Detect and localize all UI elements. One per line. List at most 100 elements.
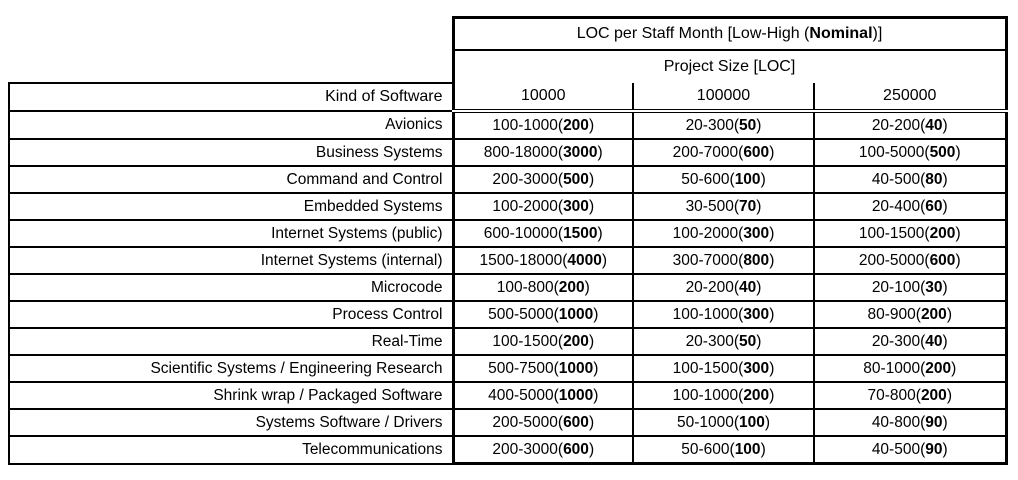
empty-corner	[9, 18, 453, 51]
close-paren: )	[756, 278, 762, 296]
empty-corner	[9, 50, 453, 83]
range-text: 80-1000(	[863, 359, 926, 377]
range-text: 400-5000(	[488, 386, 559, 404]
nominal-value: 50	[739, 332, 757, 350]
nominal-value: 1000	[558, 305, 594, 323]
title-text: LOC per Staff Month [Low-High (	[576, 25, 810, 42]
value-cell: 20-300(40)	[813, 328, 1008, 356]
value-cell: 80-1000(200)	[813, 355, 1008, 383]
nominal-value: 500	[929, 143, 956, 161]
value-cell: 50-600(100)	[632, 436, 814, 465]
table-row: Telecommunications 200-3000(600) 50-600(10…	[8, 436, 1008, 465]
range-text: 200-7000(	[672, 143, 744, 161]
close-paren: )	[942, 440, 948, 458]
close-paren: )	[955, 143, 961, 161]
nominal-value: 50	[739, 116, 757, 134]
table-row: Microcode 100-800(200) 20-200(40) 20-100(30…	[8, 274, 1008, 302]
table-row: Embedded Systems 100-2000(300) 30-500(70) 2…	[8, 193, 1008, 221]
range-text: 100-5000(	[858, 143, 930, 161]
kind-cell: Internet Systems (internal)	[8, 247, 453, 275]
nominal-value: 90	[925, 413, 943, 431]
value-cell: 100-1500(200)	[813, 220, 1008, 248]
table-title: LOC per Staff Month [Low-High (Nominal)]	[451, 16, 1008, 51]
nominal-value: 600	[563, 413, 589, 431]
value-cell: 20-200(40)	[813, 111, 1008, 140]
table-row: Shrink wrap / Packaged Software 400-5000(…	[8, 382, 1008, 410]
nominal-value: 800	[743, 251, 770, 269]
nominal-value: 300	[743, 359, 770, 377]
table-row: Process Control 500-5000(1000) 100-1000(30…	[8, 301, 1008, 329]
nominal-value: 300	[563, 197, 589, 215]
table-row: Command and Control 200-3000(500) 50-600(1…	[8, 166, 1008, 194]
range-text: 50-600(	[681, 440, 735, 458]
nominal-value: 1000	[558, 386, 594, 404]
range-text: 500-5000(	[488, 305, 559, 323]
close-paren: )	[756, 197, 762, 215]
value-cell: 50-600(100)	[632, 166, 814, 194]
nominal-value: 300	[743, 305, 770, 323]
table-row: Internet Systems (public) 600-10000(1500)…	[8, 220, 1008, 248]
value-cell: 70-800(200)	[813, 382, 1008, 410]
value-cell: 200-5000(600)	[451, 409, 633, 437]
table-row: Internet Systems (internal) 1500-18000(40…	[8, 247, 1008, 275]
range-text: 100-1000(	[672, 305, 744, 323]
kind-cell: Internet Systems (public)	[8, 220, 453, 248]
close-paren: )	[942, 197, 948, 215]
close-paren: )	[769, 386, 775, 404]
value-cell: 200-5000(600)	[813, 247, 1008, 275]
range-text: 30-500(	[685, 197, 739, 215]
close-paren: )	[955, 224, 961, 242]
close-paren: )	[756, 116, 762, 134]
range-text: 20-200(	[871, 116, 926, 134]
kind-cell: Systems Software / Drivers	[8, 409, 453, 437]
value-cell: 200-3000(600)	[451, 436, 633, 465]
nominal-value: 80	[925, 170, 943, 188]
value-cell: 400-5000(1000)	[451, 382, 633, 410]
kind-cell: Business Systems	[8, 139, 453, 167]
value-cell: 100-1000(200)	[632, 382, 814, 410]
value-cell: 40-800(90)	[813, 409, 1008, 437]
kind-cell: Real-Time	[8, 328, 453, 356]
kind-cell: Command and Control	[8, 166, 453, 194]
close-paren: )	[588, 440, 595, 458]
range-text: 100-1500(	[672, 359, 744, 377]
table-header: LOC per Staff Month [Low-High (Nominal)]…	[8, 16, 1008, 113]
nominal-value: 40	[925, 116, 943, 134]
value-cell: 40-500(90)	[813, 436, 1008, 465]
range-text: 40-800(	[871, 413, 926, 431]
range-text: 50-600(	[681, 170, 735, 188]
close-paren: )	[942, 413, 948, 431]
close-paren: )	[942, 278, 948, 296]
column-header-250000: 250000	[813, 83, 1008, 113]
range-text: 200-3000(	[492, 440, 564, 458]
nominal-value: 1500	[563, 224, 598, 242]
table-row: Scientific Systems / Engineering Researc…	[8, 355, 1008, 383]
value-cell: 20-100(30)	[813, 274, 1008, 302]
close-paren: )	[584, 278, 590, 296]
range-text: 600-10000(	[483, 224, 564, 242]
loc-per-staff-month-table: LOC per Staff Month [Low-High (Nominal)]…	[8, 16, 1008, 465]
nominal-value: 200	[920, 386, 947, 404]
close-paren: )	[769, 143, 775, 161]
range-text: 100-1000(	[672, 386, 744, 404]
value-cell: 20-200(40)	[632, 274, 814, 302]
range-text: 200-3000(	[492, 170, 564, 188]
range-text: 50-1000(	[676, 413, 739, 431]
range-text: 70-800(	[867, 386, 921, 404]
kind-cell: Shrink wrap / Packaged Software	[8, 382, 453, 410]
value-cell: 20-300(50)	[632, 111, 814, 140]
value-cell: 100-2000(300)	[632, 220, 814, 248]
kind-cell: Process Control	[8, 301, 453, 329]
column-header-100000: 100000	[632, 83, 814, 113]
column-header-row: Kind of Software 10000 100000 250000	[8, 82, 1008, 113]
close-paren: )	[946, 386, 952, 404]
close-paren: )	[588, 170, 595, 188]
title-suffix-text: )]	[872, 25, 883, 42]
table-row: Systems Software / Drivers 200-5000(600) 5…	[8, 409, 1008, 437]
range-text: 100-2000(	[492, 197, 564, 215]
close-paren: )	[769, 305, 775, 323]
range-text: 20-300(	[685, 332, 739, 350]
value-cell: 600-10000(1500)	[451, 220, 633, 248]
close-paren: )	[593, 305, 599, 323]
nominal-value: 60	[925, 197, 943, 215]
